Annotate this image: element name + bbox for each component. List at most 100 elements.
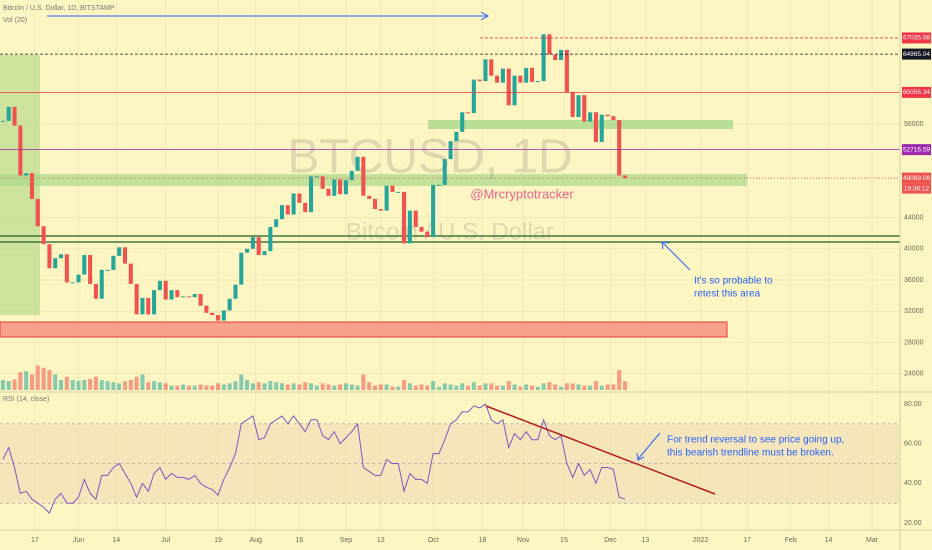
candle — [338, 179, 343, 195]
x-tick-label: Aug — [250, 537, 263, 544]
candle — [256, 237, 261, 256]
candle — [309, 176, 314, 213]
x-tick-label: 13 — [641, 537, 649, 544]
volume-bar — [245, 380, 250, 390]
price-label-box — [902, 32, 931, 44]
candle — [204, 305, 209, 313]
candle — [529, 67, 535, 82]
candle — [175, 290, 180, 298]
candle — [489, 59, 494, 76]
volume-bar — [622, 381, 628, 390]
volume-bar — [454, 385, 459, 390]
volume-bar — [47, 370, 52, 390]
volume-bar — [215, 383, 221, 390]
candle — [460, 112, 465, 132]
volume-bar — [378, 384, 383, 390]
volume-bar — [559, 386, 564, 390]
volume-bar — [256, 382, 261, 390]
volume-bar — [582, 385, 587, 390]
volume-bar — [495, 385, 500, 390]
annotation: It's so probable to — [694, 276, 773, 287]
arrow-head — [661, 241, 670, 250]
candle — [192, 294, 197, 298]
x-tick-label: 17 — [31, 537, 39, 544]
candle — [239, 252, 244, 285]
volume-bar — [82, 380, 87, 390]
candle — [436, 184, 441, 186]
candle — [210, 312, 215, 316]
volume-bar — [163, 383, 168, 390]
zone — [0, 321, 728, 338]
candle — [442, 159, 447, 185]
trendline — [485, 405, 716, 495]
volume-bar — [500, 385, 505, 390]
y-tick-label: 24000 — [904, 370, 924, 377]
candle — [343, 180, 348, 195]
price-label-box — [902, 86, 931, 98]
volume-bar — [157, 382, 162, 390]
candle — [250, 237, 255, 249]
candle — [448, 141, 453, 160]
volume-bar — [518, 386, 523, 390]
x-tick-label: 17 — [743, 537, 751, 544]
volume-bar — [309, 383, 314, 390]
volume-bar — [541, 383, 546, 390]
candle — [349, 170, 354, 181]
candle — [570, 92, 575, 117]
candle — [152, 290, 157, 315]
volume-bar — [436, 386, 441, 390]
candle — [111, 255, 116, 270]
volume-bar — [122, 381, 128, 390]
candle — [524, 67, 529, 83]
volume-bar — [221, 384, 226, 390]
candle — [413, 210, 418, 227]
volume-bar — [460, 383, 465, 390]
candle — [617, 120, 622, 176]
candle — [88, 255, 93, 284]
candle — [419, 226, 424, 232]
candle — [465, 112, 471, 114]
volume-bar — [6, 381, 11, 390]
zone — [0, 174, 747, 186]
volume-bar — [419, 384, 424, 390]
volume-bar — [524, 384, 529, 390]
volume-bar — [338, 384, 343, 390]
volume-bar — [262, 383, 267, 390]
volume-bar — [553, 384, 558, 390]
volume-bar — [181, 384, 186, 390]
volume-bar — [512, 384, 517, 390]
price-label-box — [902, 48, 931, 60]
price-label: 64965.04 — [903, 51, 930, 58]
candle — [367, 195, 372, 199]
volume-bar — [570, 383, 575, 390]
candle — [396, 191, 401, 193]
price-label: 60056.34 — [903, 89, 930, 96]
volume-bar — [314, 385, 319, 390]
volume-bar — [448, 384, 453, 390]
volume-bar — [210, 385, 215, 390]
candle — [425, 231, 430, 238]
x-tick-label: Feb — [785, 537, 797, 544]
rsi-line — [2, 403, 626, 514]
candle — [146, 297, 151, 315]
candle — [297, 193, 302, 203]
y-tick-label: 56000 — [904, 121, 924, 128]
candle — [326, 188, 331, 196]
volume-bar — [111, 382, 116, 390]
zone — [428, 120, 733, 129]
volume-bar — [535, 386, 540, 390]
x-tick-label: 19 — [214, 537, 222, 544]
volume-bar — [506, 381, 511, 390]
candle — [390, 185, 395, 192]
volume-bar — [105, 381, 110, 390]
volume-bar — [227, 383, 232, 390]
candle — [599, 114, 604, 142]
volume-bar — [41, 367, 46, 390]
volume-bar — [361, 374, 366, 390]
volume-bar — [175, 385, 180, 390]
candle — [198, 294, 203, 306]
candle — [512, 75, 517, 106]
volume-bar — [303, 382, 308, 390]
volume-bar — [297, 384, 302, 390]
volume-bar — [291, 383, 296, 390]
